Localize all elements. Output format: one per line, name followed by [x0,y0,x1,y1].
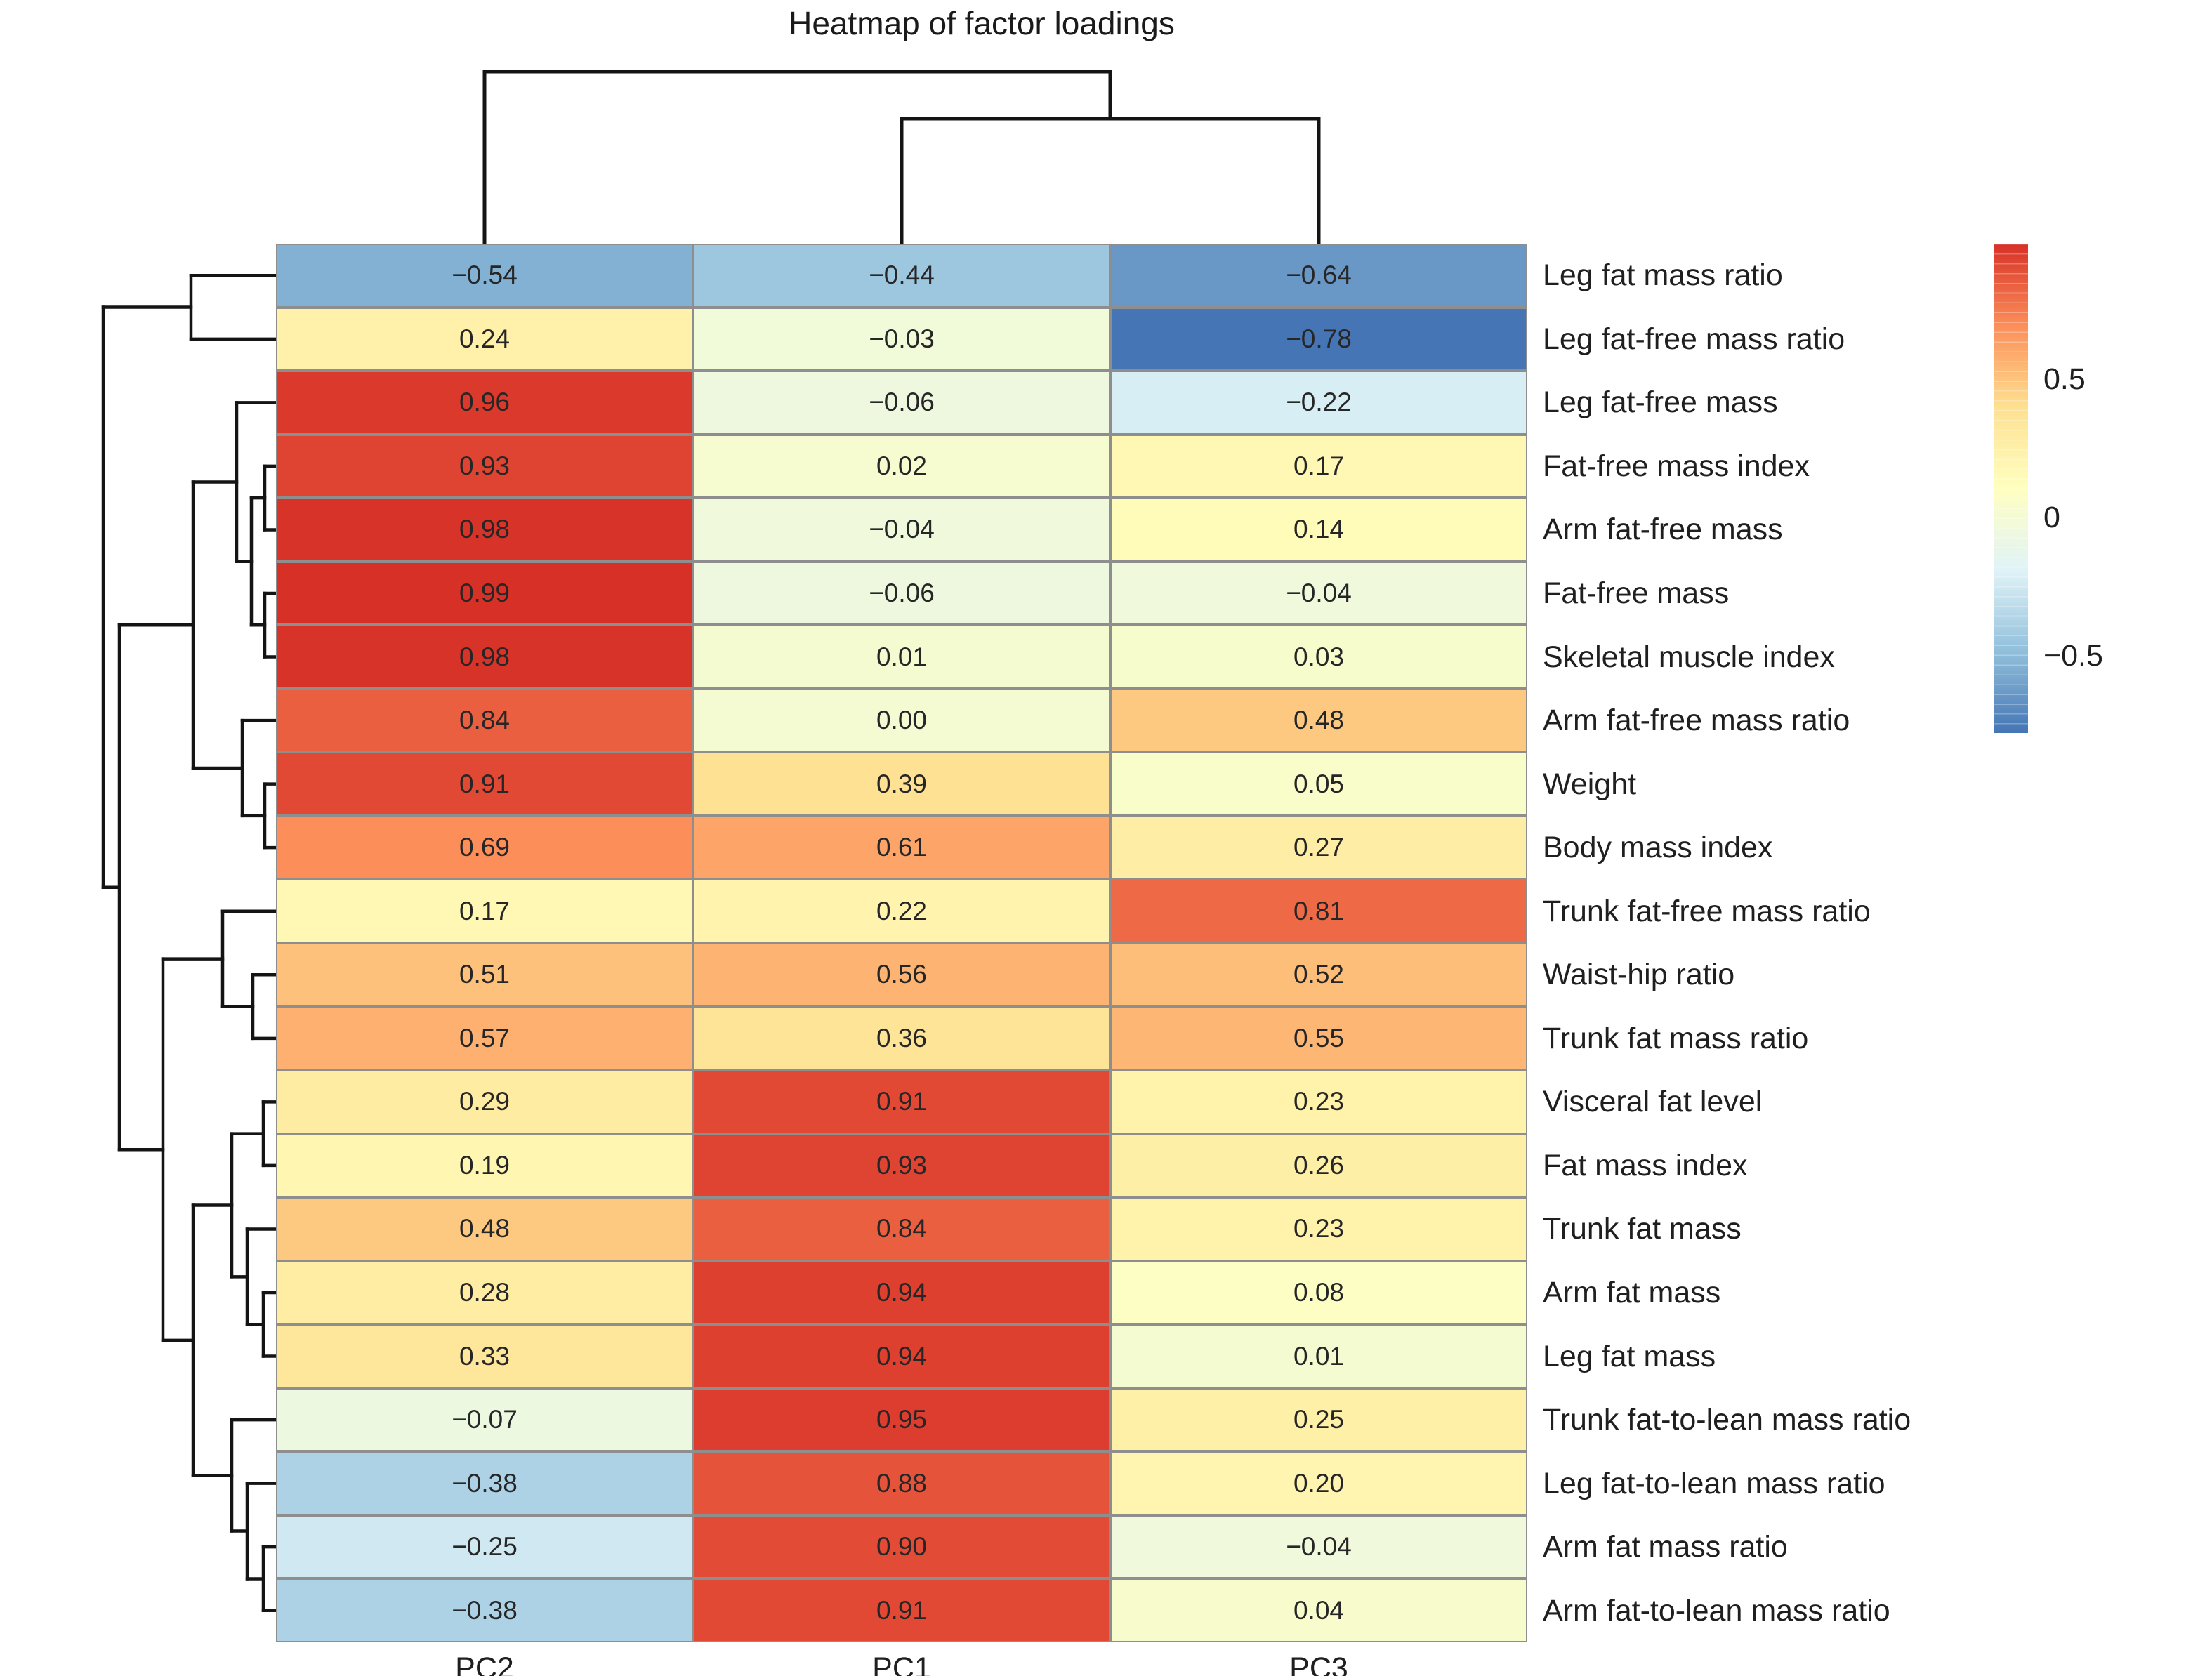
heatmap-cell: −0.07 [276,1387,693,1452]
heatmap-cell: 0.90 [693,1515,1110,1579]
row-label: Skeletal muscle index [1543,640,1835,674]
row-label: Arm fat mass ratio [1543,1530,1788,1564]
row-label: Arm fat-free mass [1543,513,1783,547]
heatmap-cell: 0.08 [1110,1260,1527,1325]
heatmap-cell: 0.03 [1110,625,1527,689]
heatmap-cell: 0.23 [1110,1070,1527,1134]
heatmap-cell: 0.05 [1110,752,1527,816]
heatmap-cell: 0.57 [276,1006,693,1071]
heatmap-cell: 0.84 [693,1197,1110,1261]
heatmap-cell: 0.26 [1110,1133,1527,1198]
heatmap-cell: 0.48 [276,1197,693,1261]
heatmap-cell: 0.19 [276,1133,693,1198]
heatmap-cell: −0.04 [1110,1515,1527,1579]
heatmap-cell: 0.04 [1110,1578,1527,1642]
heatmap-cell: 0.61 [693,815,1110,880]
heatmap-cell: 0.94 [693,1260,1110,1325]
heatmap-outer-border [276,244,1527,1642]
heatmap-cell: 0.99 [276,561,693,626]
heatmap-cell: −0.22 [1110,371,1527,435]
heatmap-cell: 0.22 [693,879,1110,943]
heatmap-cell: 0.52 [1110,943,1527,1007]
heatmap-cell: −0.04 [693,498,1110,562]
heatmap-cell: −0.54 [276,244,693,308]
row-label: Leg fat-to-lean mass ratio [1543,1466,1885,1500]
heatmap-cell: 0.28 [276,1260,693,1325]
colorbar-tick-label: 0 [2043,500,2060,534]
heatmap-cell: −0.25 [276,1515,693,1579]
heatmap-cell: 0.69 [276,815,693,880]
row-label: Trunk fat mass ratio [1543,1021,1809,1055]
row-label: Leg fat mass ratio [1543,258,1783,293]
colorbar-tick-label: 0.5 [2043,362,2086,396]
row-label: Arm fat-free mass ratio [1543,704,1850,738]
row-label: Leg fat mass [1543,1339,1716,1373]
heatmap-cell: 0.17 [1110,434,1527,499]
heatmap-cell: 0.91 [693,1578,1110,1642]
heatmap-cell: 0.20 [1110,1451,1527,1515]
heatmap-cell: 0.96 [276,371,693,435]
heatmap-cell: 0.00 [693,688,1110,753]
heatmap-cell: 0.98 [276,498,693,562]
column-label: PC3 [1289,1651,1348,1676]
row-label: Leg fat-free mass [1543,385,1778,420]
chart-title: Heatmap of factor loadings [789,5,1175,41]
heatmap-cell: −0.44 [693,244,1110,308]
heatmap-cell: 0.95 [693,1387,1110,1452]
heatmap-cell: 0.14 [1110,498,1527,562]
row-label: Weight [1543,767,1637,801]
column-label: PC2 [455,1651,514,1676]
heatmap-cell: 0.01 [1110,1324,1527,1388]
row-label: Body mass index [1543,831,1773,865]
row-label: Leg fat-free mass ratio [1543,322,1845,356]
heatmap-cell: 0.25 [1110,1387,1527,1452]
row-label: Trunk fat mass [1543,1212,1742,1246]
row-label: Waist-hip ratio [1543,958,1735,992]
heatmap-cell: 0.93 [693,1133,1110,1198]
row-label: Arm fat mass [1543,1276,1721,1309]
heatmap-cell: 0.94 [693,1324,1110,1388]
heatmap-cell: 0.98 [276,625,693,689]
heatmap-cell: 0.36 [693,1006,1110,1071]
heatmap-cell: 0.33 [276,1324,693,1388]
heatmap-cell: 0.39 [693,752,1110,816]
heatmap-cell: 0.56 [693,943,1110,1007]
heatmap-cell: 0.91 [276,752,693,816]
row-label: Trunk fat-to-lean mass ratio [1543,1403,1911,1437]
heatmap-cell: −0.06 [693,371,1110,435]
row-label: Visceral fat level [1543,1085,1763,1119]
heatmap-cell: 0.01 [693,625,1110,689]
column-label: PC1 [872,1651,931,1676]
heatmap-cell: −0.38 [276,1451,693,1515]
heatmap-cell: 0.23 [1110,1197,1527,1261]
row-label: Fat-free mass [1543,576,1730,610]
heatmap-cell: 0.24 [276,307,693,371]
heatmap-cell: 0.88 [693,1451,1110,1515]
heatmap-cell: 0.02 [693,434,1110,499]
heatmap-cell: 0.55 [1110,1006,1527,1071]
heatmap-cell: −0.04 [1110,561,1527,626]
heatmap-cell: 0.29 [276,1070,693,1134]
colorbar-tick-label: −0.5 [2043,638,2103,673]
heatmap-cell: 0.84 [276,688,693,753]
heatmap-cell: 0.81 [1110,879,1527,943]
heatmap-cell: −0.06 [693,561,1110,626]
heatmap-cell: −0.78 [1110,307,1527,371]
row-label: Trunk fat-free mass ratio [1543,894,1871,928]
heatmap-cell: 0.48 [1110,688,1527,753]
heatmap-cell: 0.27 [1110,815,1527,880]
heatmap-cell: 0.91 [693,1070,1110,1134]
row-label: Fat-free mass index [1543,449,1810,483]
heatmap-cell: −0.03 [693,307,1110,371]
row-label: Arm fat-to-lean mass ratio [1543,1593,1890,1628]
colorbar [1994,244,2028,733]
row-label: Fat mass index [1543,1148,1748,1182]
